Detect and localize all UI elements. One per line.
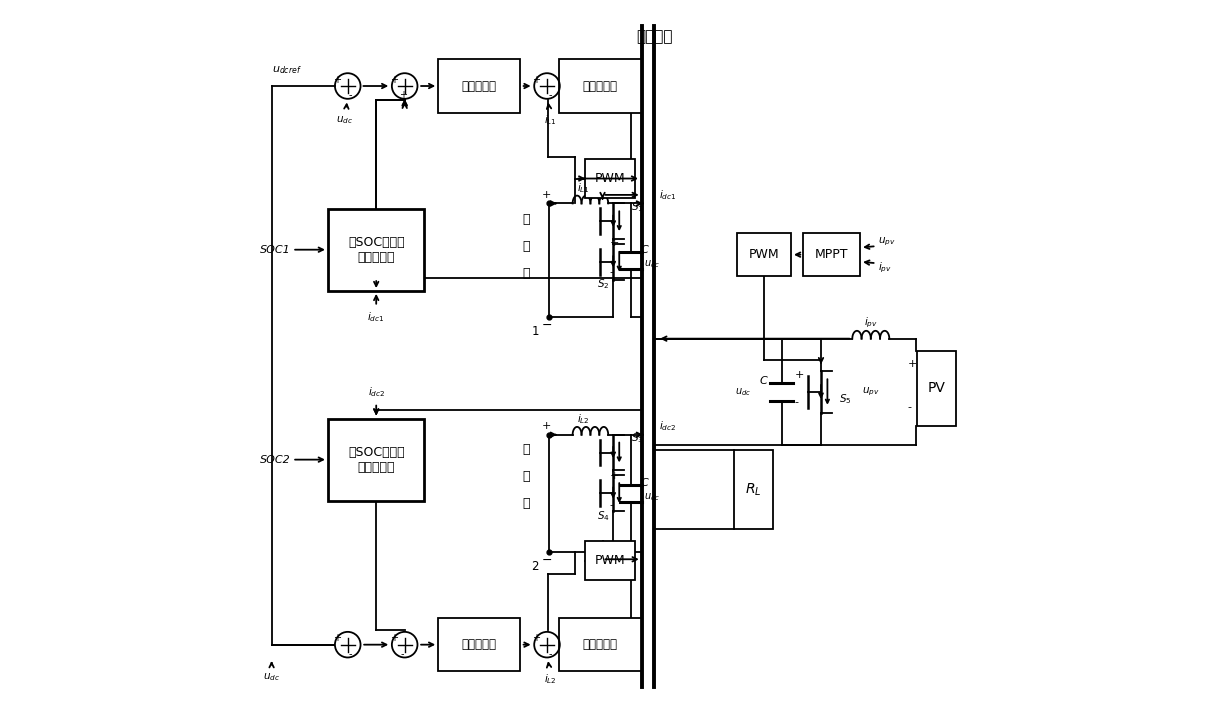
Text: $u_{pv}$: $u_{pv}$	[861, 386, 880, 398]
Text: PV: PV	[927, 382, 945, 395]
Text: +: +	[610, 471, 618, 481]
Text: $u_{dc}$: $u_{dc}$	[337, 114, 354, 126]
Text: $i_{pv}$: $i_{pv}$	[878, 261, 892, 275]
Text: -: -	[548, 649, 552, 659]
Text: $i_{dc2}$: $i_{dc2}$	[368, 385, 385, 399]
Text: MPPT: MPPT	[815, 248, 848, 261]
Text: 电: 电	[522, 469, 530, 482]
Text: $i_{L1}$: $i_{L1}$	[577, 181, 589, 194]
Text: PWM: PWM	[748, 248, 779, 261]
Text: SOC1: SOC1	[260, 245, 290, 255]
Text: 电压控制器: 电压控制器	[462, 638, 497, 651]
Text: 电流控制器: 电流控制器	[583, 79, 618, 92]
FancyBboxPatch shape	[328, 209, 424, 291]
Text: +: +	[390, 75, 399, 85]
Text: -: -	[349, 90, 352, 100]
Text: -: -	[610, 500, 614, 510]
FancyBboxPatch shape	[917, 351, 956, 426]
Text: +: +	[795, 370, 804, 379]
FancyBboxPatch shape	[803, 233, 860, 276]
FancyBboxPatch shape	[584, 159, 634, 198]
FancyBboxPatch shape	[328, 419, 424, 500]
Text: $i_{L1}$: $i_{L1}$	[544, 113, 556, 127]
Text: $u_{pv}$: $u_{pv}$	[878, 235, 895, 248]
Text: 电: 电	[522, 240, 530, 253]
Text: $u_{dc}$: $u_{dc}$	[735, 386, 751, 398]
Text: $i_{pv}$: $i_{pv}$	[864, 316, 877, 330]
Text: $-$: $-$	[541, 318, 552, 331]
Text: 2: 2	[531, 560, 538, 573]
Text: 池: 池	[522, 497, 530, 510]
Text: 蓄: 蓄	[522, 443, 530, 456]
FancyBboxPatch shape	[439, 618, 520, 671]
Text: $u_{dc}$: $u_{dc}$	[644, 491, 660, 503]
Text: +: +	[908, 359, 917, 369]
Text: $S_4$: $S_4$	[597, 509, 610, 523]
Text: 电压控制器: 电压控制器	[462, 79, 497, 92]
Text: +: +	[399, 90, 407, 100]
Text: 含SOC控制的
下垂控制器: 含SOC控制的 下垂控制器	[347, 235, 405, 264]
Text: $i_{dc2}$: $i_{dc2}$	[660, 419, 677, 433]
Text: -: -	[401, 649, 405, 659]
Text: C: C	[642, 245, 649, 255]
Text: $u_{dcref}$: $u_{dcref}$	[272, 65, 301, 76]
Text: $S_5$: $S_5$	[838, 392, 852, 406]
Text: $S_2$: $S_2$	[598, 278, 610, 292]
Text: C: C	[759, 377, 768, 387]
Text: +: +	[532, 634, 541, 643]
Text: $i_{dc1}$: $i_{dc1}$	[660, 188, 677, 202]
Text: 电流控制器: 电流控制器	[583, 638, 618, 651]
Text: $u_{dc}$: $u_{dc}$	[644, 258, 660, 270]
Text: 直流母线: 直流母线	[637, 29, 673, 44]
Text: -: -	[908, 402, 911, 412]
Text: 池: 池	[522, 267, 530, 281]
Text: $-$: $-$	[541, 553, 552, 566]
Text: C: C	[642, 478, 649, 487]
FancyBboxPatch shape	[738, 233, 791, 276]
FancyBboxPatch shape	[439, 59, 520, 113]
FancyBboxPatch shape	[559, 618, 642, 671]
Text: 1: 1	[531, 325, 538, 338]
Text: $R_L$: $R_L$	[745, 482, 762, 498]
Text: +: +	[610, 238, 618, 248]
Text: SOC2: SOC2	[260, 454, 290, 464]
Text: $i_{L2}$: $i_{L2}$	[544, 672, 556, 685]
Text: 蓄: 蓄	[522, 213, 530, 226]
Text: +: +	[333, 75, 341, 85]
Text: +: +	[333, 634, 341, 643]
Text: $S_3$: $S_3$	[631, 431, 644, 445]
Text: +: +	[542, 190, 552, 199]
Text: PWM: PWM	[594, 554, 625, 567]
Text: -: -	[795, 397, 798, 407]
FancyBboxPatch shape	[734, 451, 773, 528]
FancyBboxPatch shape	[584, 541, 634, 580]
Text: $i_{dc1}$: $i_{dc1}$	[367, 310, 385, 324]
Text: $u_{dc}$: $u_{dc}$	[264, 671, 281, 683]
FancyBboxPatch shape	[559, 59, 642, 113]
Text: -: -	[349, 649, 352, 659]
Text: -: -	[610, 266, 614, 276]
Text: +: +	[390, 634, 399, 643]
Text: $i_{L2}$: $i_{L2}$	[577, 412, 589, 426]
Text: $S_1$: $S_1$	[631, 200, 644, 214]
Text: +: +	[542, 421, 552, 431]
Text: +: +	[532, 75, 541, 85]
Text: 含SOC控制的
下垂控制器: 含SOC控制的 下垂控制器	[347, 446, 405, 474]
Text: -: -	[548, 90, 552, 100]
Text: PWM: PWM	[594, 172, 625, 185]
